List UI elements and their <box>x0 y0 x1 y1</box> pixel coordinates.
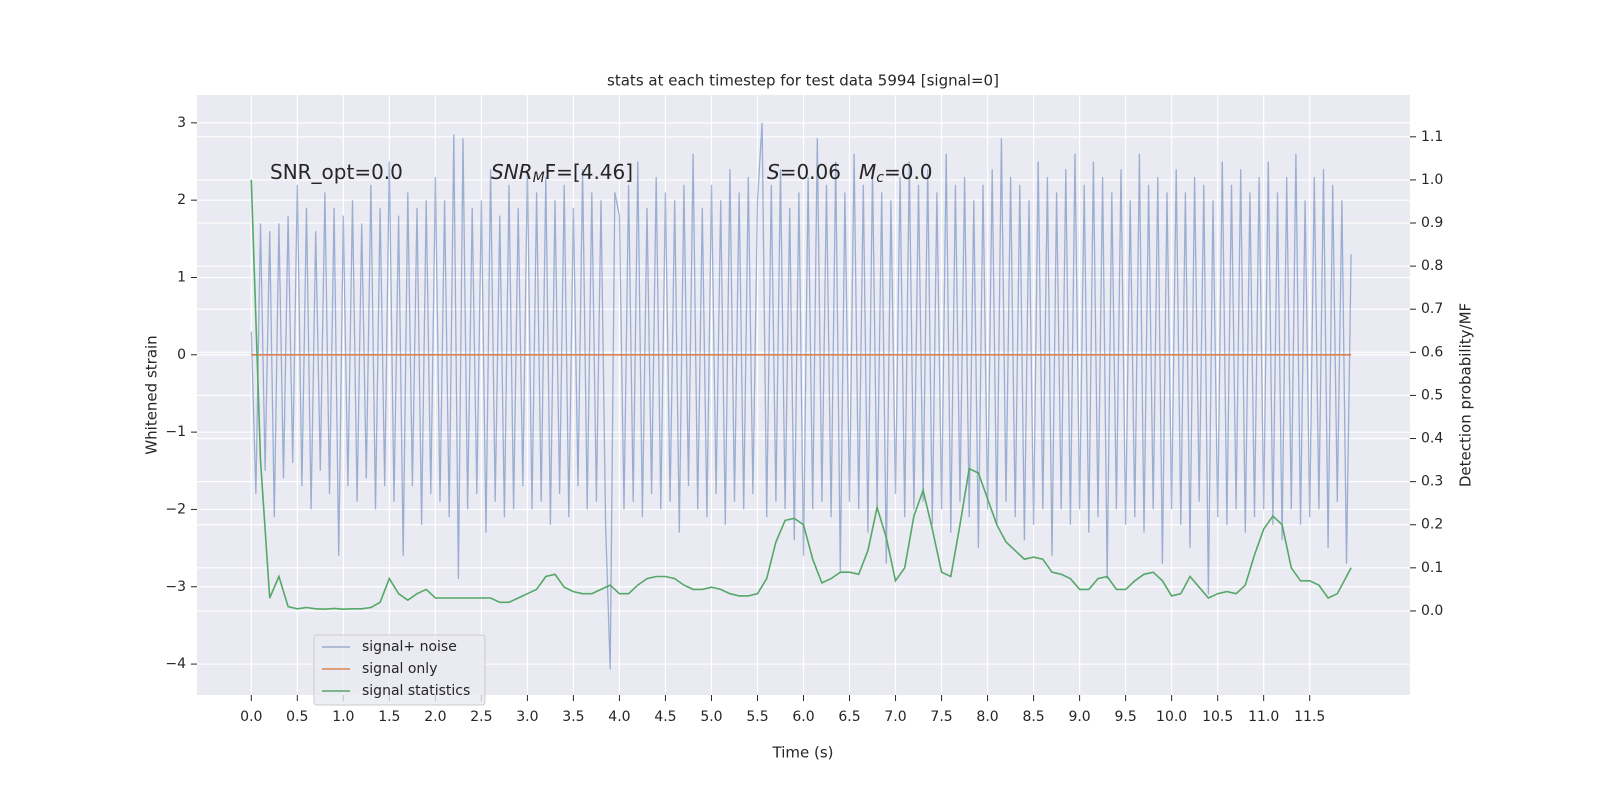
y-tick-label: 1.0 <box>1421 172 1443 188</box>
x-tick-label: 7.5 <box>930 709 952 725</box>
annotation-sub: M <box>533 170 545 186</box>
y-tick-label: −1 <box>165 424 186 440</box>
x-tick-label: 8.5 <box>1022 709 1044 725</box>
annotation-sub: c <box>876 170 884 186</box>
annotation-text: F=[4.46] <box>545 160 633 184</box>
annotation-text: =0.06 <box>780 160 841 184</box>
x-axis-label: Time (s) <box>772 744 834 762</box>
legend-label: signal+ noise <box>362 639 457 655</box>
y-tick-label: 1 <box>177 269 186 285</box>
annotation-math: M <box>859 160 876 184</box>
annotation-text: SNR_opt=0.0 <box>270 160 403 184</box>
x-tick-label: 1.0 <box>332 709 354 725</box>
legend-label: signal only <box>362 661 437 677</box>
y-tick-label: 0.4 <box>1421 431 1443 447</box>
series-line <box>250 122 1352 670</box>
x-tick-label: 4.0 <box>608 709 630 725</box>
y-tick-label: 0.7 <box>1421 301 1443 317</box>
x-tick-label: 3.5 <box>562 709 584 725</box>
chart-title: stats at each timestep for test data 599… <box>607 72 999 90</box>
series-line <box>250 179 1352 611</box>
marks <box>250 122 1352 670</box>
y-tick-label: 0.3 <box>1421 474 1443 490</box>
legend-box <box>313 634 486 706</box>
y-tick-label: 0.0 <box>1421 603 1443 619</box>
y-tick-label: 0.6 <box>1421 344 1443 360</box>
y-tick-label: 0.8 <box>1421 258 1443 274</box>
y-tick-label: 0.9 <box>1421 215 1443 231</box>
y-tick-label: 0.1 <box>1421 560 1443 576</box>
y-axis-label: Whitened strain <box>143 335 161 454</box>
x-tick-label: 3.0 <box>516 709 538 725</box>
legend-label: signal statistics <box>362 683 470 699</box>
x-tick-label: 8.0 <box>976 709 998 725</box>
x-tick-label: 9.5 <box>1114 709 1136 725</box>
overlay: 0.0 0.5 1.0 1.5 2.0 2.5 3.0 3.5 4.0 4.5 5.0 5.5 6.0 6… <box>165 115 1443 725</box>
x-tick-label: 9.0 <box>1068 709 1090 725</box>
y-tick-label: −4 <box>165 656 186 672</box>
x-tick-label: 4.5 <box>654 709 676 725</box>
x-tick-label: 11.5 <box>1294 709 1325 725</box>
x-tick-label: 6.0 <box>792 709 814 725</box>
y-tick-label: −3 <box>165 579 186 595</box>
annotation: S=0.06 <box>767 160 841 184</box>
annotation: Mc=0.0 <box>859 160 933 187</box>
y-tick-label: 0.5 <box>1421 387 1443 403</box>
x-tick-label: 5.5 <box>746 709 768 725</box>
x-tick-label: 0.5 <box>286 709 308 725</box>
annotation: SNRMF=[4.46] <box>491 160 633 187</box>
x-tick-label: 7.0 <box>884 709 906 725</box>
x-tick-label: 2.5 <box>470 709 492 725</box>
y2-axis-label: Detection probability/MF <box>1457 303 1475 487</box>
annotation-text: =0.0 <box>884 160 933 184</box>
x-tick-label: 5.0 <box>700 709 722 725</box>
y-tick-label: 1.1 <box>1421 129 1443 145</box>
y-tick-label: −2 <box>165 501 186 517</box>
x-tick-label: 10.0 <box>1156 709 1187 725</box>
y-tick-label: 0.2 <box>1421 517 1443 533</box>
y-tick-label: 2 <box>177 192 186 208</box>
x-tick-label: 2.0 <box>424 709 446 725</box>
y-tick-label: 3 <box>177 115 186 131</box>
x-tick-label: 11.0 <box>1248 709 1279 725</box>
x-tick-label: 6.5 <box>838 709 860 725</box>
annotation: SNR_opt=0.0 <box>270 160 403 184</box>
annotation-math: SNR <box>491 160 533 184</box>
y-tick-label: 0 <box>177 347 186 363</box>
x-tick-label: 1.5 <box>378 709 400 725</box>
annotation-math: S <box>767 160 780 184</box>
x-tick-label: 10.5 <box>1202 709 1233 725</box>
x-tick-label: 0.0 <box>240 709 262 725</box>
